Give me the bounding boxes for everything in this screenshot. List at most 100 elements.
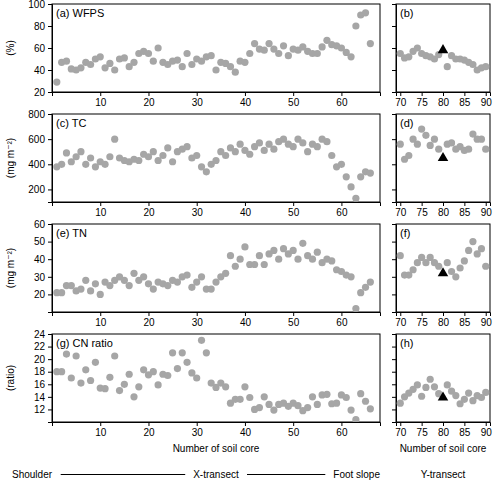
y-axis-title: (mg m⁻²) (5, 138, 16, 178)
y-tick (392, 347, 396, 348)
point (314, 143, 321, 150)
x-tick-label: 90 (481, 207, 493, 218)
x-tick: 30 (192, 422, 204, 438)
x-tick: 70 (395, 422, 407, 438)
y-tick: 60 (34, 219, 52, 230)
x-tick: 75 (417, 312, 429, 328)
y-tick: 16 (34, 379, 52, 390)
y-tick-label: 22 (34, 341, 46, 352)
point (478, 136, 485, 143)
x-tick-label: 20 (143, 97, 155, 108)
point (435, 146, 442, 153)
x-tick-label: 90 (481, 427, 493, 438)
point (343, 394, 350, 401)
point (343, 173, 350, 180)
point (150, 286, 157, 293)
point (314, 249, 321, 256)
y-tick: 40 (34, 65, 52, 76)
point (265, 40, 272, 47)
y-tick-mark (392, 397, 396, 398)
y-tick-label: 40 (34, 65, 46, 76)
point (145, 50, 152, 57)
point (319, 43, 326, 50)
y-tick-mark (392, 4, 396, 5)
y-axis (392, 225, 397, 313)
x-tick-label: 30 (192, 207, 204, 218)
point (352, 305, 359, 312)
y-axis (392, 5, 397, 93)
y-tick: 24 (34, 329, 52, 340)
point (179, 349, 186, 356)
point (290, 247, 297, 254)
point (87, 61, 94, 68)
point (130, 59, 137, 66)
x-tick-mark (148, 422, 149, 426)
point (164, 372, 171, 379)
x-tick: 10 (95, 92, 107, 108)
y-tick-label: 20 (34, 289, 46, 300)
x-tick: 40 (240, 202, 252, 218)
x-tick-label: 30 (192, 427, 204, 438)
point (405, 152, 412, 159)
point (97, 53, 104, 60)
x-tick-label: 60 (336, 97, 348, 108)
y-tick-mark (48, 359, 52, 360)
panel: 10203040506020406080100(a) WFPS(%) (5, 0, 381, 108)
panel: 10203040506012141618202224(g) CN ratio(r… (5, 329, 381, 480)
panel: 7075808590(b) (392, 4, 492, 108)
y-tick (392, 139, 396, 140)
point (418, 393, 425, 400)
point (193, 374, 200, 381)
point (183, 359, 190, 366)
point (87, 377, 94, 384)
y-tick-mark (48, 189, 52, 190)
x-tick-label: 20 (143, 317, 155, 328)
point (261, 261, 268, 268)
x-tick: 40 (240, 422, 252, 438)
x-tick: 50 (288, 202, 300, 218)
y-tick-label: 20 (34, 87, 46, 98)
y-tick-label: 400 (28, 159, 45, 170)
point (92, 280, 99, 287)
y-tick: 600 (28, 134, 52, 145)
point (256, 139, 263, 146)
y-tick: 22 (34, 341, 52, 352)
point (275, 50, 282, 57)
y-tick-mark (392, 294, 396, 295)
plot-frame (52, 334, 380, 422)
y-tick-label: 800 (28, 109, 45, 120)
point (164, 144, 171, 151)
point (299, 139, 306, 146)
point (469, 238, 476, 245)
x-tick-mark (148, 312, 149, 316)
y-tick-mark (392, 334, 396, 335)
panel-title: (e) TN (56, 227, 87, 239)
x-tick-label: 50 (288, 207, 300, 218)
y-tick (392, 189, 396, 190)
x-axis: 102030405060 (53, 202, 381, 218)
y-tick-mark (392, 409, 396, 410)
point (222, 152, 229, 159)
y-tick: 40 (34, 254, 52, 265)
annotation: Y-transect (421, 469, 466, 480)
point (465, 146, 472, 153)
x-axis-title: Number of soil core (400, 443, 487, 454)
x-axis-line (397, 93, 491, 97)
annotation: X-transect (193, 469, 239, 480)
x-tick-mark (422, 312, 423, 316)
panel: 7075808590(h)Number of soil coreY-transe… (392, 334, 492, 480)
x-axis: 7075808590 (395, 92, 492, 108)
point (444, 259, 451, 266)
x-tick: 80 (438, 202, 450, 218)
point (452, 273, 459, 280)
point (482, 146, 489, 153)
point (232, 148, 239, 155)
y-tick-mark (392, 347, 396, 348)
y-tick (392, 294, 396, 295)
point (82, 161, 89, 168)
x-tick-label: 50 (288, 97, 300, 108)
point (435, 263, 442, 270)
y-axis (392, 335, 397, 423)
y-axis-line (392, 225, 397, 313)
point (237, 141, 244, 148)
